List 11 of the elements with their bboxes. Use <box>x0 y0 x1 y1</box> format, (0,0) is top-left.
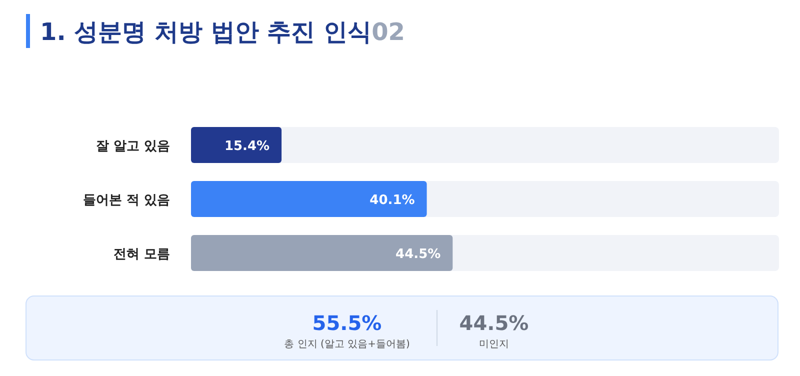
category-label: 전혀 모름 <box>113 247 170 262</box>
text: 55.5% <box>312 311 382 335</box>
data-label: 15.4% <box>224 139 270 154</box>
data-label: 44.5% <box>396 247 441 262</box>
text: 44.5% <box>459 311 529 335</box>
text: 미인지 <box>479 339 509 350</box>
category-label: 들어본 적 있음 <box>82 193 170 208</box>
text: 총 인지 (알고 있음+들어봄) <box>284 339 410 350</box>
data-label: 40.1% <box>370 193 415 208</box>
chart-subtitle: 02 <box>372 18 405 46</box>
category-label: 잘 알고 있음 <box>96 139 170 154</box>
